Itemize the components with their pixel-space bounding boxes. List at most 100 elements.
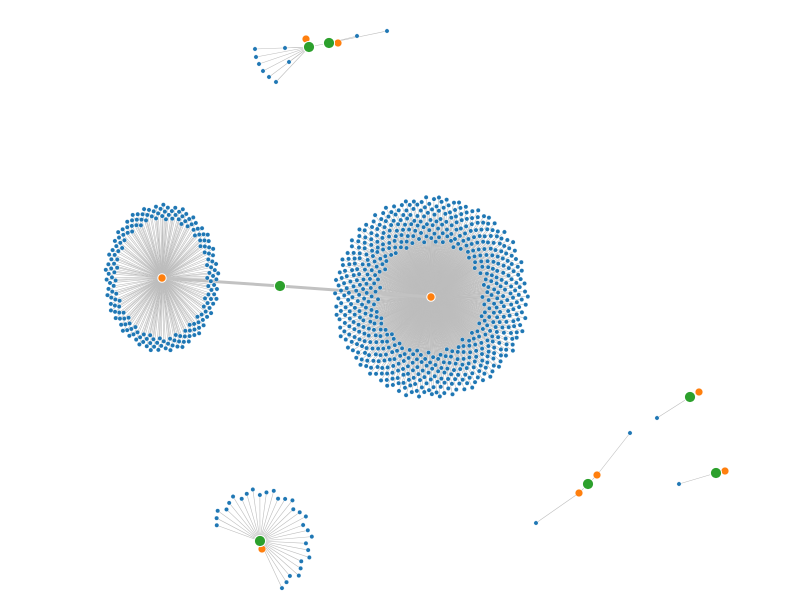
leaf-node[interactable]	[491, 287, 497, 292]
leaf-node[interactable]	[364, 358, 370, 364]
leaf-node[interactable]	[112, 303, 118, 308]
leaf-node[interactable]	[377, 285, 383, 291]
leaf-node[interactable]	[372, 321, 377, 326]
leaf-node[interactable]	[404, 245, 409, 251]
leaf-node[interactable]	[163, 345, 169, 351]
leaf-node[interactable]	[202, 249, 208, 255]
leaf-node[interactable]	[495, 261, 501, 267]
leaf-node[interactable]	[125, 230, 131, 236]
leaf-node[interactable]	[487, 374, 493, 380]
leaf-node[interactable]	[439, 199, 444, 205]
leaf-node[interactable]	[484, 252, 489, 258]
leaf-node[interactable]	[361, 324, 366, 330]
leaf-node[interactable]	[196, 330, 202, 336]
leaf-node[interactable]	[415, 223, 421, 229]
leaf-node[interactable]	[421, 214, 427, 219]
leaf-node[interactable]	[431, 384, 436, 390]
leaf-node[interactable]	[419, 199, 425, 205]
leaf-node[interactable]	[351, 250, 357, 256]
leaf-node[interactable]	[388, 222, 394, 228]
leaf-node[interactable]	[455, 349, 461, 355]
leaf-node[interactable]	[498, 283, 504, 289]
hub-node[interactable]	[157, 273, 167, 283]
leaf-node[interactable]	[369, 293, 375, 299]
leaf-node[interactable]	[438, 216, 443, 222]
leaf-node[interactable]	[460, 377, 466, 383]
leaf-node[interactable]	[395, 221, 401, 227]
leaf-node[interactable]	[109, 289, 115, 294]
leaf-node[interactable]	[444, 227, 450, 232]
leaf-node[interactable]	[161, 338, 167, 344]
leaf-node[interactable]	[359, 302, 365, 307]
leaf-node[interactable]	[135, 211, 141, 217]
leaf-node[interactable]	[406, 227, 412, 232]
leaf-node[interactable]	[226, 500, 232, 506]
leaf-node[interactable]	[466, 236, 471, 242]
leaf-node[interactable]	[338, 333, 344, 339]
leaf-node[interactable]	[523, 302, 529, 308]
leaf-node[interactable]	[416, 371, 421, 377]
leaf-node[interactable]	[389, 331, 395, 337]
leaf-node[interactable]	[113, 278, 119, 283]
leaf-node[interactable]	[126, 333, 132, 339]
leaf-node[interactable]	[389, 349, 395, 355]
leaf-node[interactable]	[349, 339, 355, 345]
leaf-node[interactable]	[504, 319, 509, 325]
leaf-node[interactable]	[451, 200, 457, 206]
leaf-node[interactable]	[182, 328, 188, 334]
leaf-node[interactable]	[126, 315, 131, 321]
leaf-node[interactable]	[504, 237, 510, 243]
leaf-node[interactable]	[208, 264, 214, 270]
leaf-node[interactable]	[363, 311, 368, 316]
leaf-node[interactable]	[399, 345, 405, 351]
leaf-node[interactable]	[381, 230, 386, 236]
leaf-node[interactable]	[404, 216, 410, 221]
leaf-node[interactable]	[501, 263, 507, 269]
leaf-node[interactable]	[476, 247, 482, 252]
leaf-node[interactable]	[122, 237, 127, 243]
leaf-node[interactable]	[368, 365, 374, 371]
leaf-node[interactable]	[354, 33, 360, 39]
leaf-node[interactable]	[436, 208, 442, 214]
leaf-node[interactable]	[518, 276, 524, 282]
leaf-node[interactable]	[499, 277, 505, 283]
leaf-node[interactable]	[368, 242, 374, 248]
leaf-node[interactable]	[309, 534, 315, 540]
leaf-node[interactable]	[518, 259, 524, 265]
leaf-node[interactable]	[214, 296, 219, 302]
leaf-node[interactable]	[469, 241, 475, 247]
leaf-node[interactable]	[458, 211, 464, 217]
leaf-node[interactable]	[511, 268, 517, 274]
leaf-node[interactable]	[499, 236, 504, 241]
leaf-node[interactable]	[411, 218, 417, 224]
leaf-node[interactable]	[195, 314, 200, 320]
leaf-node[interactable]	[480, 220, 486, 226]
leaf-node[interactable]	[380, 241, 386, 247]
leaf-node[interactable]	[208, 310, 214, 316]
leaf-node[interactable]	[401, 358, 407, 364]
leaf-node[interactable]	[104, 277, 110, 282]
leaf-node[interactable]	[224, 507, 229, 512]
leaf-node[interactable]	[470, 248, 476, 253]
leaf-node[interactable]	[462, 372, 468, 378]
leaf-node[interactable]	[290, 506, 296, 512]
leaf-node[interactable]	[412, 228, 418, 234]
leaf-node[interactable]	[504, 297, 510, 303]
leaf-node[interactable]	[429, 207, 435, 212]
leaf-node[interactable]	[510, 239, 516, 245]
leaf-node[interactable]	[439, 222, 445, 228]
leaf-node[interactable]	[449, 222, 455, 228]
leaf-node[interactable]	[211, 282, 217, 288]
leaf-node[interactable]	[489, 292, 494, 298]
leaf-node[interactable]	[511, 306, 516, 312]
leaf-node[interactable]	[452, 236, 458, 242]
leaf-node[interactable]	[456, 344, 462, 350]
leaf-node[interactable]	[466, 343, 472, 349]
leaf-node[interactable]	[508, 330, 514, 336]
leaf-node[interactable]	[505, 258, 511, 264]
leaf-node[interactable]	[196, 319, 201, 325]
leaf-node[interactable]	[460, 337, 465, 343]
leaf-node[interactable]	[341, 293, 347, 298]
leaf-node[interactable]	[169, 216, 175, 222]
leaf-node[interactable]	[489, 252, 495, 258]
